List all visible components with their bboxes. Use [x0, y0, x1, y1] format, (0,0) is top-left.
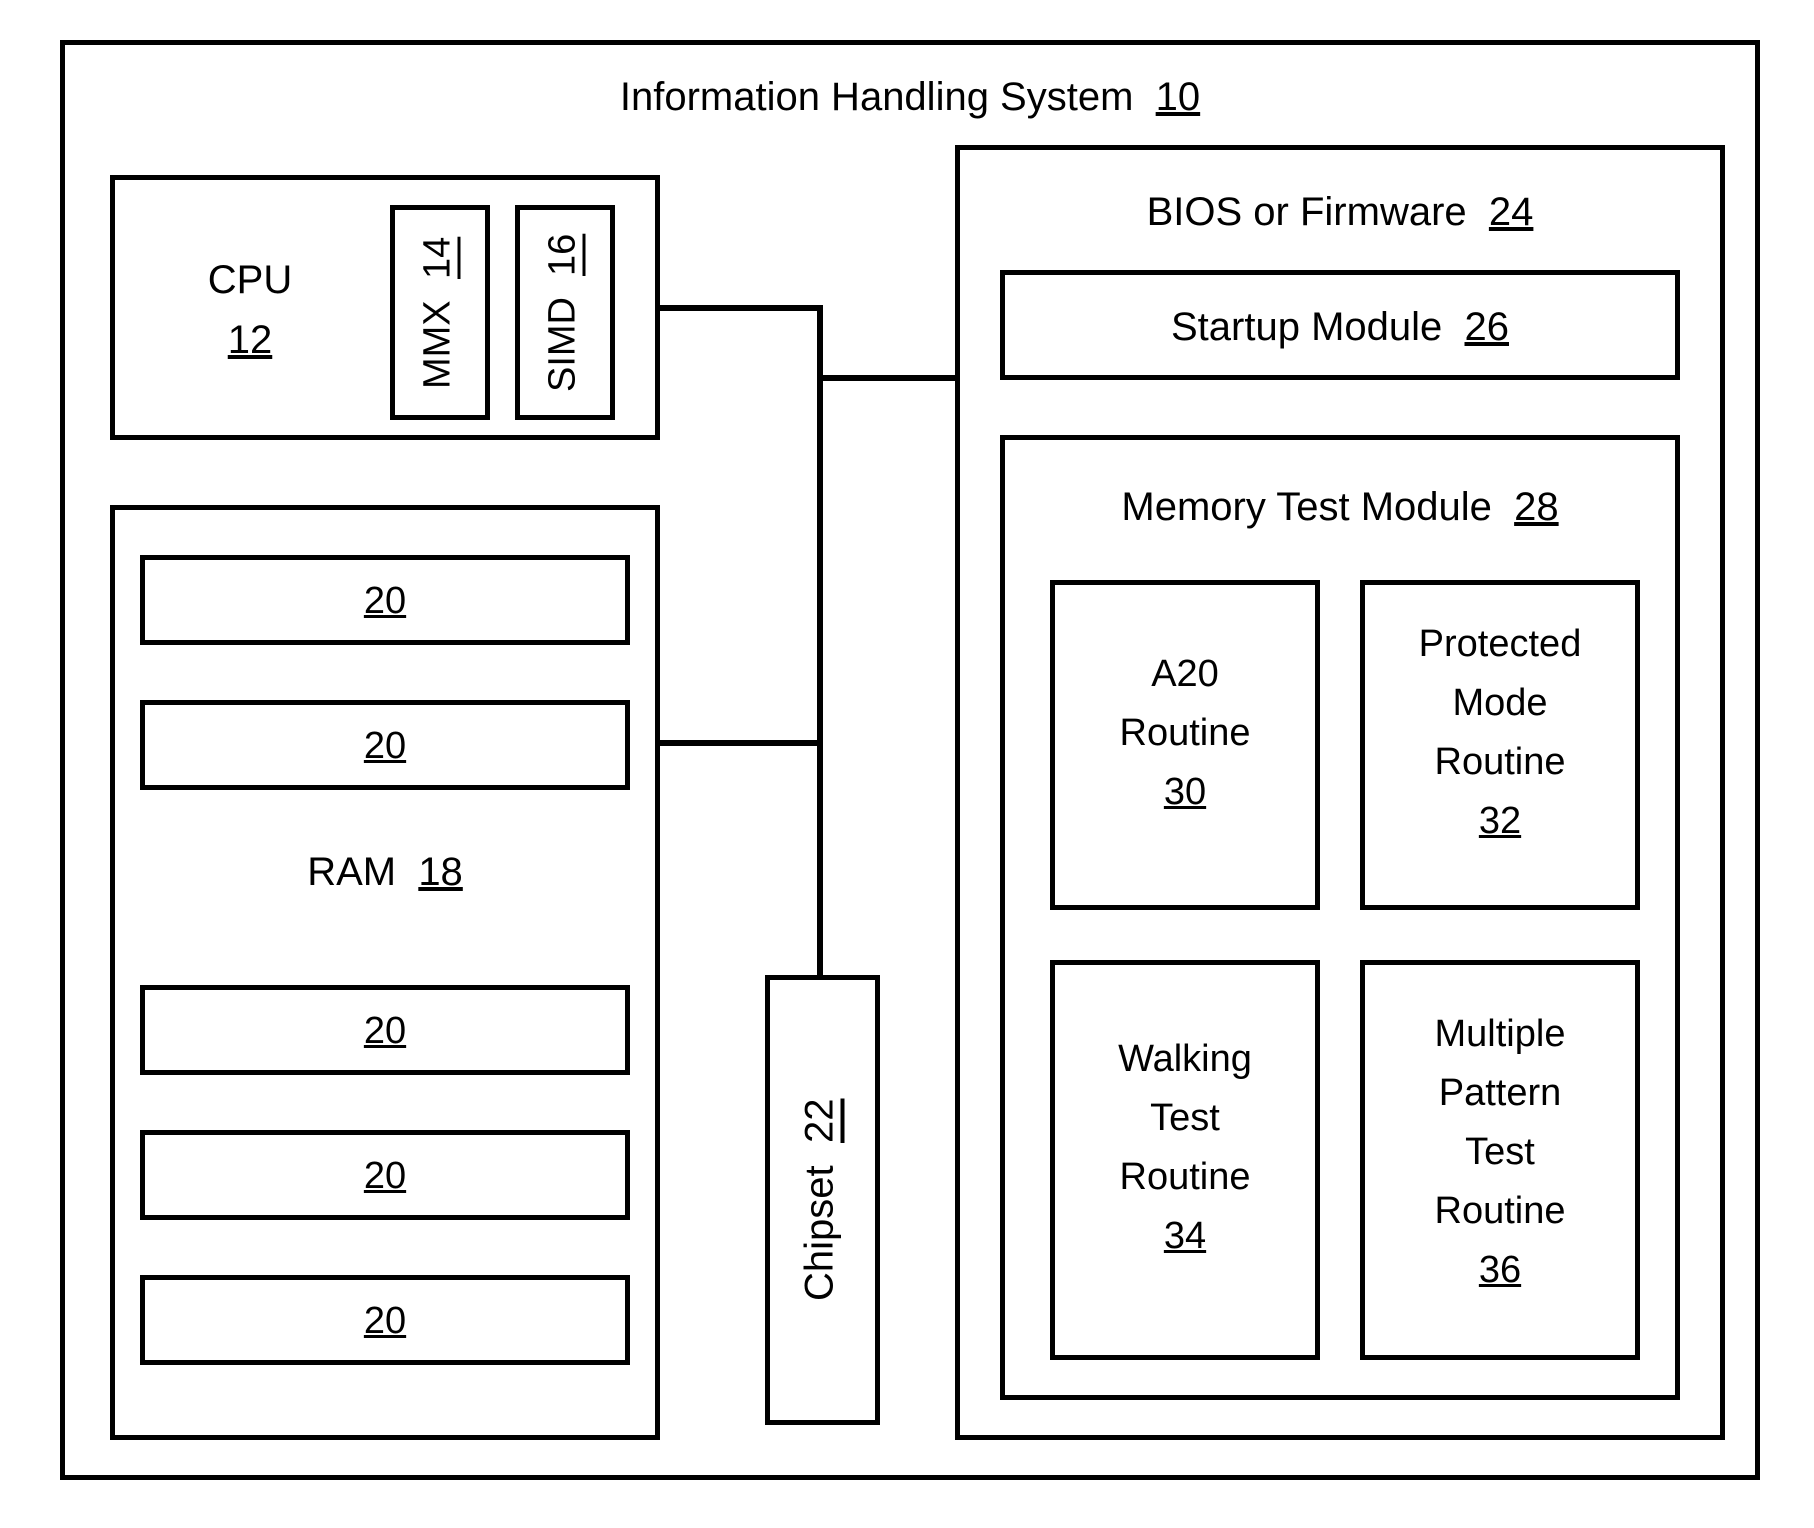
ram-slot-ref: 20 [140, 1155, 630, 1198]
ram-slot-ref: 20 [140, 1010, 630, 1053]
connector [817, 305, 823, 975]
connector [660, 305, 820, 311]
routine-label: Protected Mode Routine 32 [1360, 615, 1640, 851]
connector [660, 740, 820, 746]
bios-text: BIOS or Firmware [1147, 190, 1467, 234]
ram-slot-ref: 20 [140, 580, 630, 623]
cpu-ref: 12 [228, 318, 273, 362]
chipset-text: Chipset [798, 1166, 843, 1302]
routine-label: A20 Routine 30 [1050, 645, 1320, 822]
cpu-text: CPU [208, 258, 292, 302]
cpu-label: CPU 12 [140, 250, 360, 370]
memtest-ref: 28 [1514, 485, 1559, 529]
chipset-label: Chipset 22 [790, 1000, 850, 1400]
title-text: Information Handling System [620, 75, 1134, 119]
ram-text: RAM [307, 850, 396, 894]
bios-label: BIOS or Firmware 24 [955, 190, 1725, 235]
routine-label: Multiple Pattern Test Routine 36 [1360, 1005, 1640, 1299]
mmx-label: MMX 14 [408, 220, 468, 405]
memtest-label: Memory Test Module 28 [1000, 485, 1680, 530]
connector [817, 375, 955, 381]
simd-label: SIMD 16 [533, 220, 593, 405]
diagram-root: Information Handling System 10 CPU 12 MM… [20, 20, 1794, 1508]
routine-label: Walking Test Routine 34 [1050, 1030, 1320, 1266]
simd-ref: 16 [542, 233, 585, 275]
mmx-text: MMX [417, 300, 460, 389]
chipset-ref: 22 [798, 1099, 843, 1144]
mmx-ref: 14 [417, 236, 460, 278]
startup-label: Startup Module 26 [1000, 305, 1680, 350]
startup-text: Startup Module [1171, 305, 1442, 349]
bios-ref: 24 [1489, 190, 1534, 234]
ram-label: RAM 18 [110, 850, 660, 895]
title-ref: 10 [1156, 75, 1201, 119]
memtest-text: Memory Test Module [1121, 485, 1492, 529]
startup-ref: 26 [1465, 305, 1510, 349]
diagram-title: Information Handling System 10 [60, 75, 1760, 120]
simd-text: SIMD [542, 297, 585, 392]
ram-ref: 18 [418, 850, 463, 894]
ram-slot-ref: 20 [140, 725, 630, 768]
ram-slot-ref: 20 [140, 1300, 630, 1343]
